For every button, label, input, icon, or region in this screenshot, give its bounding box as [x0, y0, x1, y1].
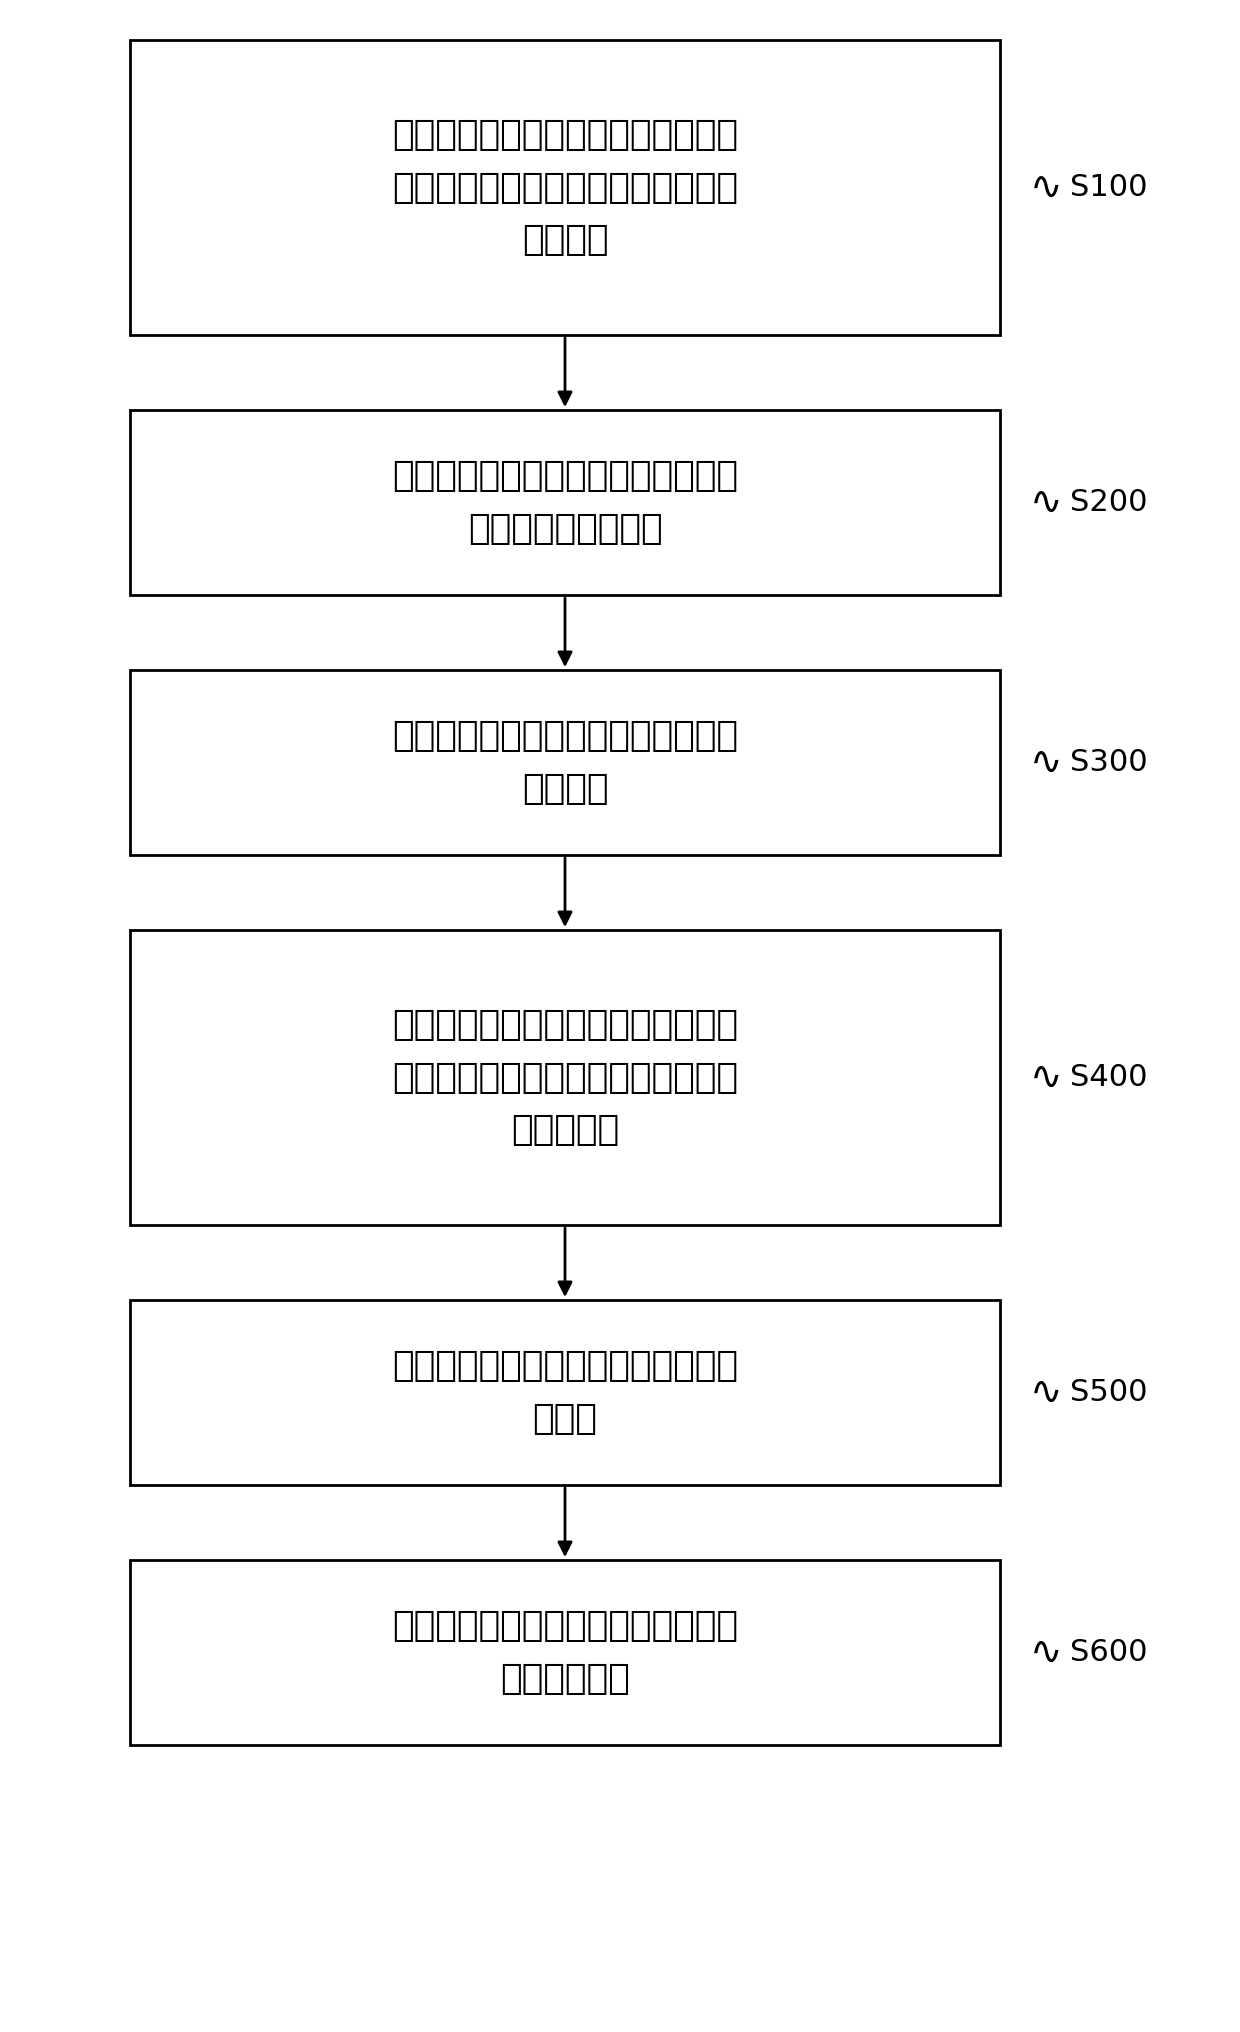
Bar: [130, 1300, 999, 1485]
Text: S300: S300: [1070, 748, 1148, 776]
Text: ∿: ∿: [1030, 1634, 1063, 1672]
Bar: [130, 1561, 999, 1745]
Text: S100: S100: [1070, 173, 1147, 201]
Text: ∿: ∿: [1030, 484, 1063, 522]
Text: S500: S500: [1070, 1378, 1147, 1406]
Text: 获取当前车速，根据当前车速及标定
的滑行减速度，计算得到电机的初定
回馈转矩: 获取当前车速，根据当前车速及标定 的滑行减速度，计算得到电机的初定 回馈转矩: [392, 118, 738, 258]
Text: 获取电池的温度和荷电状态，并计算
电池的约束回馈转矩: 获取电池的温度和荷电状态，并计算 电池的约束回馈转矩: [392, 459, 738, 547]
Text: ∿: ∿: [1030, 1374, 1063, 1412]
Text: ∿: ∿: [1030, 744, 1063, 782]
Text: ∿: ∿: [1030, 169, 1063, 207]
Text: S400: S400: [1070, 1063, 1147, 1091]
Text: S600: S600: [1070, 1638, 1147, 1666]
Text: S200: S200: [1070, 488, 1147, 516]
Text: 根据电机最终回馈转矩控制电机转动
进行能量回收: 根据电机最终回馈转矩控制电机转动 进行能量回收: [392, 1609, 738, 1697]
Text: ∿: ∿: [1030, 1059, 1063, 1097]
Bar: [130, 671, 999, 855]
Text: 选取取绝对值最小的作为电机最终回
馈转矩: 选取取绝对值最小的作为电机最终回 馈转矩: [392, 1349, 738, 1437]
Bar: [130, 931, 999, 1225]
Text: 获取电机的转速，并计算电机的约束
回馈转矩: 获取电机的转速，并计算电机的约束 回馈转矩: [392, 719, 738, 807]
Bar: [130, 410, 999, 595]
Text: 分别将电机初定回馈转矩、电池约束
回馈转矩和电机约束回馈转矩的绝对
值进行比较: 分别将电机初定回馈转矩、电池约束 回馈转矩和电机约束回馈转矩的绝对 值进行比较: [392, 1008, 738, 1148]
Bar: [130, 41, 999, 335]
